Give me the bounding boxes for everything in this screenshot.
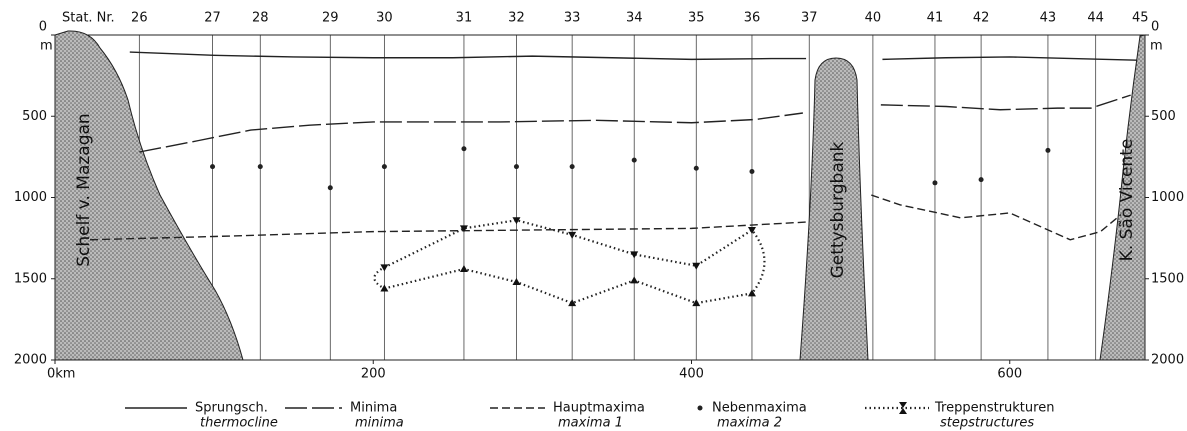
station-label: 37 — [801, 11, 818, 26]
station-label: 40 — [865, 11, 882, 26]
dot — [749, 169, 754, 174]
x-tick-label: 600 — [997, 367, 1022, 382]
x-tick-label: 0km — [47, 367, 75, 382]
dot — [979, 177, 984, 182]
dot — [932, 180, 937, 185]
step-marker — [380, 264, 388, 271]
y-tick-label: 1000 — [1151, 190, 1184, 205]
y-tick-label: 500 — [22, 109, 47, 124]
series-line — [90, 195, 1121, 240]
station-label: Stat. Nr. — [62, 11, 115, 26]
station-label: 28 — [252, 11, 269, 26]
step-marker — [460, 265, 468, 272]
dot — [258, 164, 263, 169]
y-tick-label: 1000 — [14, 190, 47, 205]
legend-dot — [698, 406, 703, 411]
y-tick-label: 2000 — [14, 353, 47, 368]
chart: Stat. Nr. m m 26 27 28 29 30 31 32 33 34 35 36 37 40… — [0, 0, 1187, 431]
legend-label-en: minima — [355, 416, 404, 431]
legend-label: Sprungsch. — [195, 401, 268, 416]
y-unit-right: m — [1150, 39, 1163, 54]
step-marker — [512, 278, 520, 285]
station-label: 45 — [1132, 11, 1149, 26]
station-label: 34 — [626, 11, 643, 26]
y-tick-label: 1500 — [1151, 271, 1184, 286]
dot — [210, 164, 215, 169]
station-label: 27 — [204, 11, 221, 26]
dot — [461, 146, 466, 151]
series-line — [139, 95, 1130, 152]
station-label: 26 — [131, 11, 148, 26]
y-tick-label: 0 — [39, 20, 47, 35]
dot — [570, 164, 575, 169]
dot — [632, 158, 637, 163]
station-label: 41 — [927, 11, 944, 26]
step-marker — [568, 232, 576, 239]
station-label: 32 — [508, 11, 525, 26]
station-label: 33 — [564, 11, 581, 26]
step-marker — [748, 227, 756, 234]
step-marker — [630, 276, 638, 283]
dot — [1045, 148, 1050, 153]
station-label: 43 — [1040, 11, 1057, 26]
legend-label: Hauptmaxima — [553, 401, 645, 416]
plot-back — [139, 35, 1140, 360]
topography-label: K. São Vicente — [1117, 139, 1137, 262]
topography-label: Gettysburgbank — [828, 141, 848, 278]
x-tick-label: 200 — [361, 367, 386, 382]
legend-label-en: thermocline — [200, 416, 278, 431]
topography-label: Schelf v. Mazagan — [74, 113, 94, 266]
dot — [514, 164, 519, 169]
station-label: 31 — [456, 11, 473, 26]
legend-label-en: maxima 1 — [558, 416, 623, 431]
legend-label-en: stepstructures — [940, 416, 1034, 431]
y-tick-label: 1500 — [14, 271, 47, 286]
dot — [694, 166, 699, 171]
step-marker — [380, 285, 388, 292]
legend-label: Nebenmaxima — [712, 401, 807, 416]
legend-label: Treppenstrukturen — [934, 401, 1054, 416]
station-label: 42 — [973, 11, 990, 26]
y-unit: m — [40, 39, 53, 54]
station-label: 36 — [744, 11, 761, 26]
series-line — [130, 52, 1137, 60]
station-label: 29 — [322, 11, 339, 26]
step-marker — [630, 251, 638, 258]
station-label: 35 — [688, 11, 705, 26]
station-label: 30 — [376, 11, 393, 26]
y-tick-label: 2000 — [1151, 353, 1184, 368]
station-label: 44 — [1087, 11, 1104, 26]
y-tick-label: 500 — [1151, 109, 1176, 124]
legend-label: Minima — [350, 401, 397, 416]
dot — [382, 164, 387, 169]
x-tick-label: 400 — [679, 367, 704, 382]
y-tick-label: 0 — [1151, 20, 1159, 35]
legend-label-en: maxima 2 — [717, 416, 782, 431]
dot — [328, 185, 333, 190]
